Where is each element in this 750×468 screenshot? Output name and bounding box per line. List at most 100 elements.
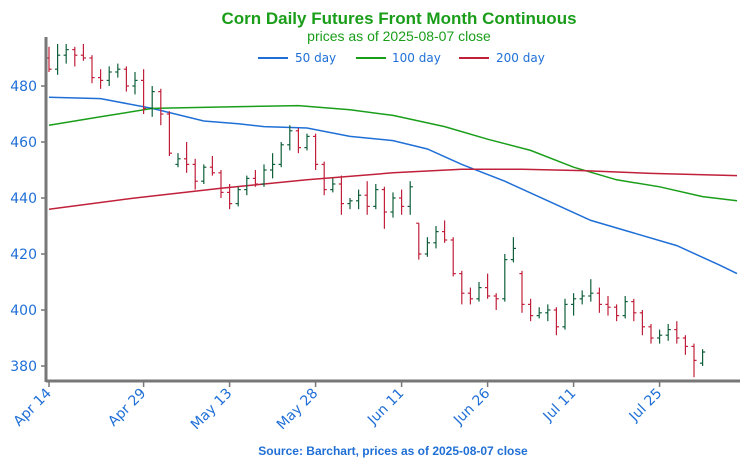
candle: [72, 46, 78, 67]
candle: [295, 128, 301, 154]
y-tick-label: 400: [10, 303, 37, 319]
series-line-200-day: [48, 168, 738, 210]
legend-item-50: 50 day: [258, 51, 336, 65]
chart-title: Corn Daily Futures Front Month Continuou…: [221, 9, 576, 28]
x-ticks: Apr 14 Apr 29 May 13 May 28 Jun 11 Jun 26 Jul …: [11, 381, 666, 434]
series-line-100-day: [48, 104, 738, 202]
candle: [442, 220, 448, 243]
candle: [674, 321, 680, 344]
candle: [106, 66, 112, 86]
candle: [476, 282, 482, 302]
legend-label-50: 50 day: [295, 51, 336, 65]
candle: [485, 273, 491, 299]
candle: [528, 298, 534, 322]
y-tick-label: 480: [10, 79, 37, 95]
candle: [433, 226, 439, 249]
candle: [244, 175, 250, 196]
y-tick-label: 380: [10, 359, 37, 375]
candle: [158, 88, 164, 126]
candle: [691, 343, 697, 378]
candle: [364, 181, 370, 215]
x-tick-label: Jul 11: [540, 386, 580, 426]
y-ticks: 380 400 420 440 460 480: [10, 79, 46, 375]
x-tick-label: Apr 14: [11, 385, 55, 429]
candle: [115, 63, 121, 78]
series-line-50-day: [48, 96, 738, 275]
candle: [192, 158, 198, 190]
candle: [132, 72, 138, 95]
candle: [614, 304, 620, 322]
candle: [682, 335, 688, 355]
candle: [313, 133, 319, 170]
candle: [622, 296, 628, 319]
candle: [536, 307, 542, 319]
x-tick-label: May 13: [188, 386, 236, 434]
candle: [450, 237, 456, 277]
candle: [321, 161, 327, 196]
candle: [270, 153, 276, 179]
candle: [510, 237, 516, 263]
candle: [605, 296, 611, 316]
candle: [562, 298, 568, 330]
legend: 50 day 100 day 200 day: [258, 51, 545, 65]
candle: [98, 69, 104, 89]
x-tick-label: Apr 29: [105, 386, 149, 430]
candle: [519, 270, 525, 313]
candle: [304, 133, 310, 151]
moving-averages: [48, 96, 738, 275]
candle: [459, 270, 465, 305]
candle: [218, 170, 224, 198]
candle: [141, 69, 147, 114]
candle: [89, 55, 95, 84]
candle: [184, 142, 190, 173]
candle: [261, 164, 267, 187]
candle: [227, 184, 233, 210]
candle: [235, 186, 241, 207]
candle: [588, 279, 594, 302]
candle: [338, 175, 344, 215]
candle: [347, 198, 353, 210]
candle: [278, 142, 284, 168]
legend-label-200: 200 day: [496, 51, 545, 65]
candle: [579, 290, 585, 305]
candle: [55, 44, 61, 75]
source-note: Source: Barchart, prices as of 2025-08-0…: [258, 444, 528, 458]
candle: [356, 189, 362, 210]
candle: [201, 164, 207, 184]
y-tick-label: 420: [10, 247, 37, 263]
candle: [80, 44, 86, 61]
candle: [467, 287, 473, 305]
x-tick-label: Jun 11: [364, 386, 407, 429]
candle: [373, 184, 379, 210]
candle: [648, 324, 654, 344]
candle: [407, 181, 413, 215]
candle: [209, 156, 215, 176]
legend-item-100: 100 day: [356, 51, 441, 65]
x-tick-label: Jun 26: [450, 385, 493, 428]
candle: [149, 86, 155, 117]
candle: [381, 186, 387, 229]
candle: [553, 307, 559, 336]
candle: [596, 287, 602, 313]
candle: [631, 298, 637, 322]
candle: [493, 293, 499, 310]
candle: [390, 192, 396, 218]
candle: [252, 170, 258, 187]
candle: [123, 66, 129, 92]
legend-item-200: 200 day: [459, 51, 545, 65]
y-tick-label: 440: [10, 191, 37, 207]
candle: [63, 44, 69, 64]
candle: [700, 349, 706, 366]
candle: [502, 254, 508, 302]
candle: [571, 293, 577, 316]
legend-label-100: 100 day: [392, 51, 441, 65]
candle: [287, 125, 293, 151]
candle: [166, 111, 172, 156]
y-tick-label: 460: [10, 135, 37, 151]
candle: [665, 324, 671, 341]
candle: [657, 329, 663, 344]
x-tick-label: Jul 25: [626, 386, 666, 426]
x-tick-label: May 28: [274, 386, 322, 434]
candles: [46, 44, 706, 378]
